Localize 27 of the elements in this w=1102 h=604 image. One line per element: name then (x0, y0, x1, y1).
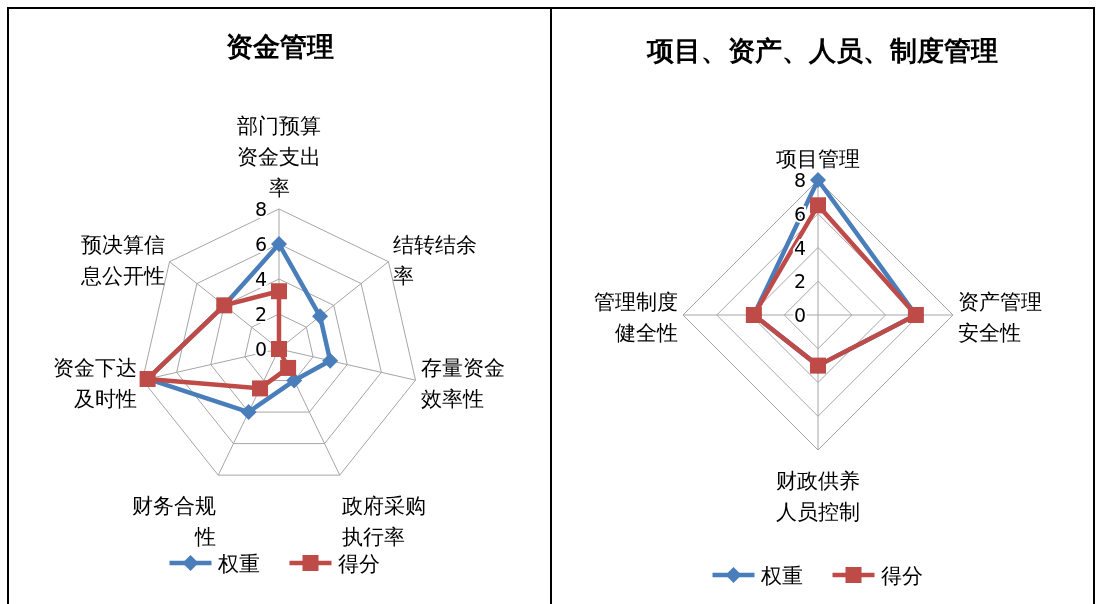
y-tick-label: 8 (254, 198, 267, 220)
y-tick-label: 4 (254, 268, 267, 290)
chart-title: 项目、资产、人员、制度管理 (646, 35, 998, 66)
spoke-label: 结转结余率 (392, 233, 477, 289)
y-tick-label: 4 (793, 236, 806, 259)
spoke-label: 部门预算资金支出率 (237, 114, 321, 201)
legend-label: 得分 (337, 552, 380, 576)
chart-title: 资金管理 (225, 31, 334, 62)
spoke-label: 政府采购执行率 (342, 493, 427, 549)
spoke-label: 项目管理 (776, 147, 860, 172)
spoke-label: 预决算信息公开性 (80, 233, 166, 289)
y-tick-label: 6 (793, 202, 806, 225)
spoke-label: 存量资金效率性 (420, 356, 505, 412)
legend-label: 权重 (759, 564, 803, 588)
spoke-label: 资产管理安全性 (958, 289, 1043, 345)
legend-label: 权重 (216, 552, 260, 576)
y-tick-label: 0 (254, 338, 267, 360)
y-tick-label: 2 (793, 270, 806, 293)
y-tick-label: 8 (793, 169, 806, 191)
y-tick-label: 6 (254, 233, 267, 255)
spoke-label: 管理制度健全性 (593, 289, 678, 345)
y-tick-label: 0 (793, 304, 806, 326)
spoke-label: 财务合规性 (131, 493, 216, 549)
y-tick-label: 2 (254, 303, 267, 325)
legend-label: 得分 (880, 564, 923, 588)
spoke-label: 资金下达及时性 (53, 356, 138, 412)
spoke-label: 财政供养人员控制 (776, 469, 860, 525)
